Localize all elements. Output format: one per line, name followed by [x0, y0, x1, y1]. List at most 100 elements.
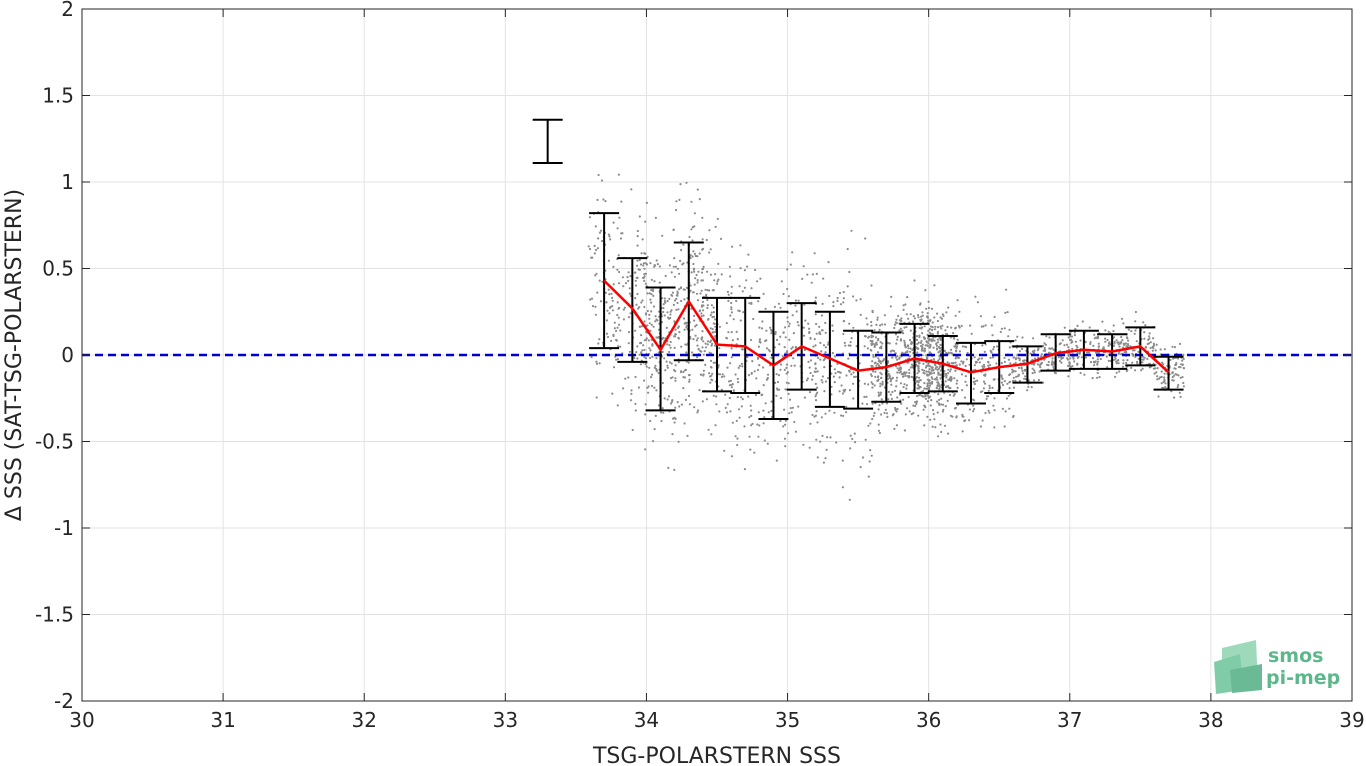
scatter-point [1160, 382, 1163, 385]
scatter-point [595, 248, 598, 252]
scatter-point [710, 433, 713, 436]
scatter-point [794, 304, 797, 307]
scatter-point [714, 330, 717, 334]
scatter-point [741, 365, 744, 368]
scatter-point [877, 337, 880, 341]
scatter-point [956, 338, 959, 341]
scatter-point [640, 341, 643, 344]
scatter-point [842, 332, 845, 336]
scatter-point [765, 329, 768, 332]
scatter-point [992, 345, 996, 349]
scatter-point [848, 498, 851, 501]
scatter-point [661, 381, 665, 385]
scatter-point [682, 243, 685, 246]
scatter-point [756, 423, 759, 426]
scatter-point [630, 389, 633, 392]
scatter-point [809, 359, 813, 362]
scatter-point [642, 262, 645, 265]
scatter-point [880, 398, 883, 401]
scatter-point [954, 357, 957, 360]
scatter-point [727, 331, 730, 334]
scatter-point [880, 373, 883, 376]
scatter-point [743, 468, 747, 471]
scatter-point [1151, 349, 1154, 352]
scatter-point [677, 325, 681, 328]
scatter-point [1140, 369, 1143, 372]
scatter-point [921, 343, 924, 346]
scatter-point [680, 299, 683, 303]
scatter-point [955, 364, 958, 367]
scatter-point [770, 356, 773, 359]
scatter-point [1021, 369, 1024, 372]
scatter-point [1071, 365, 1074, 368]
scatter-point [1087, 351, 1091, 354]
scatter-point [933, 418, 936, 421]
scatter-point [650, 301, 653, 304]
scatter-point [709, 314, 712, 317]
scatter-point [590, 297, 594, 300]
scatter-point [702, 340, 705, 343]
scatter-point [926, 378, 929, 381]
scatter-point [732, 389, 735, 392]
scatter-point [1052, 367, 1055, 371]
scatter-point [758, 326, 761, 329]
scatter-point [1148, 342, 1151, 345]
scatter-point [1107, 344, 1110, 347]
scatter-point [1152, 362, 1155, 365]
scatter-point [822, 461, 826, 464]
scatter-point [1006, 311, 1009, 314]
scatter-point [974, 380, 977, 383]
scatter-point [808, 327, 811, 330]
scatter-point [678, 331, 681, 334]
scatter-point [1030, 386, 1033, 389]
scatter-point [1097, 336, 1100, 339]
scatter-point [783, 368, 786, 371]
scatter-point [701, 279, 705, 282]
scatter-point [916, 380, 919, 383]
scatter-point [739, 267, 742, 270]
scatter-point [747, 374, 751, 377]
scatter-point [889, 350, 892, 353]
scatter-point [921, 395, 925, 398]
scatter-point [674, 364, 677, 367]
scatter-point [819, 341, 822, 344]
scatter-point [713, 279, 716, 282]
scatter-point [629, 312, 632, 315]
scatter-point [652, 305, 656, 308]
scatter-point [902, 398, 905, 401]
scatter-point [897, 369, 901, 372]
scatter-point [650, 289, 653, 292]
scatter-point [896, 396, 899, 399]
scatter-point [1171, 376, 1174, 379]
scatter-point [953, 393, 956, 396]
scatter-point [773, 305, 777, 308]
scatter-point [758, 364, 761, 367]
scatter-point [1018, 357, 1021, 360]
scatter-point [675, 297, 678, 300]
scatter-point [913, 317, 917, 320]
scatter-point [677, 440, 680, 443]
scatter-point [822, 277, 825, 280]
scatter-point [606, 309, 609, 312]
scatter-point [674, 406, 677, 409]
scatter-point [678, 405, 681, 408]
scatter-point [663, 300, 667, 303]
scatter-point [981, 390, 984, 393]
scatter-point [1023, 359, 1026, 362]
scatter-point [890, 383, 893, 386]
scatter-point [961, 415, 964, 418]
scatter-point [824, 321, 827, 325]
scatter-point [786, 316, 789, 319]
scatter-point [709, 381, 712, 384]
scatter-point [836, 296, 839, 300]
scatter-point [688, 235, 691, 239]
scatter-point [815, 332, 818, 335]
scatter-point [1093, 337, 1096, 340]
scatter-point [885, 412, 889, 415]
scatter-point [629, 399, 633, 402]
scatter-point [1014, 339, 1017, 342]
y-tick-label: 1 [61, 170, 74, 194]
scatter-point [954, 369, 957, 372]
scatter-point [766, 442, 769, 445]
scatter-point [950, 352, 953, 355]
